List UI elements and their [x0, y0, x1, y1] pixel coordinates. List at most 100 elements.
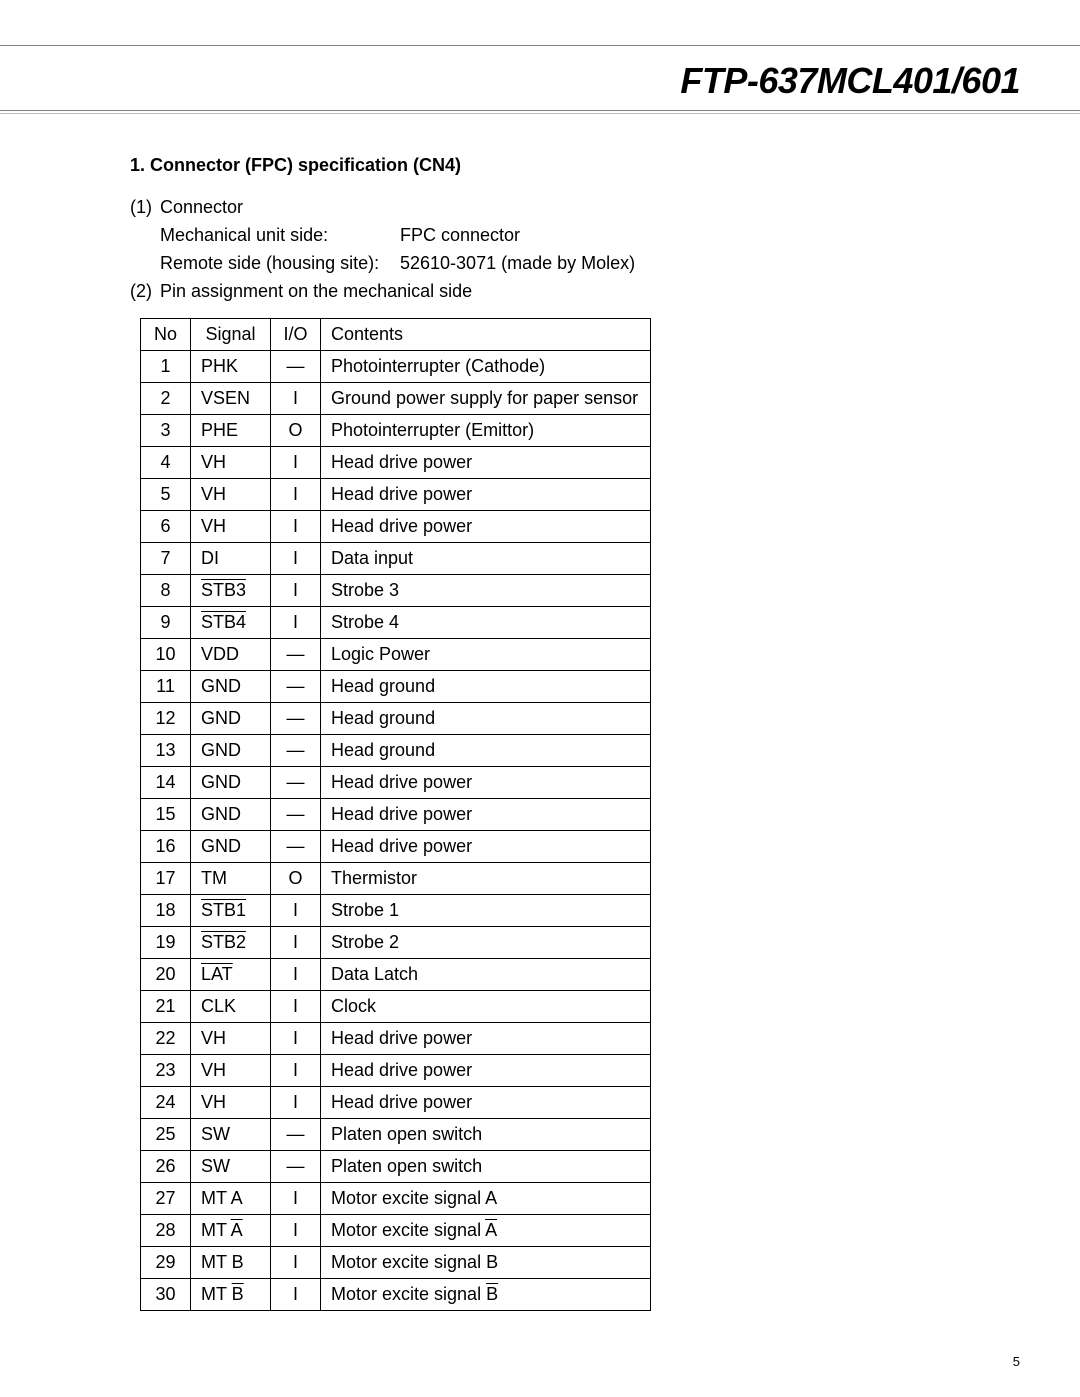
- table-row: 6VHIHead drive power: [141, 510, 651, 542]
- col-header-signal: Signal: [191, 318, 271, 350]
- cell-io: O: [271, 414, 321, 446]
- cell-contents: Head drive power: [321, 798, 651, 830]
- cell-io: —: [271, 350, 321, 382]
- cell-signal: SW: [191, 1118, 271, 1150]
- list-num: (1): [130, 194, 160, 222]
- cell-no: 16: [141, 830, 191, 862]
- cell-signal: MT B: [191, 1278, 271, 1310]
- cell-contents: Clock: [321, 990, 651, 1022]
- table-header-row: No Signal I/O Contents: [141, 318, 651, 350]
- cell-io: —: [271, 1118, 321, 1150]
- cell-io: I: [271, 894, 321, 926]
- page-number: 5: [1013, 1354, 1020, 1369]
- table-row: 8STB3IStrobe 3: [141, 574, 651, 606]
- cell-io: I: [271, 574, 321, 606]
- cell-contents: Photointerrupter (Emittor): [321, 414, 651, 446]
- table-row: 27MT AIMotor excite signal A: [141, 1182, 651, 1214]
- cell-contents: Motor excite signal A: [321, 1214, 651, 1246]
- cell-io: I: [271, 1214, 321, 1246]
- cell-no: 1: [141, 350, 191, 382]
- spec-row: Remote side (housing site): 52610-3071 (…: [130, 250, 1020, 278]
- cell-signal: VH: [191, 1022, 271, 1054]
- cell-contents: Strobe 4: [321, 606, 651, 638]
- pin-assignment-table: No Signal I/O Contents 1PHK—Photointerru…: [140, 318, 651, 1311]
- cell-no: 2: [141, 382, 191, 414]
- cell-signal: VH: [191, 446, 271, 478]
- list-label: Pin assignment on the mechanical side: [160, 278, 472, 306]
- spec-value: 52610-3071 (made by Molex): [400, 250, 635, 278]
- table-row: 7DIIData input: [141, 542, 651, 574]
- cell-signal: TM: [191, 862, 271, 894]
- header-underline-2: [0, 113, 1080, 114]
- cell-contents: Head drive power: [321, 510, 651, 542]
- cell-signal: PHK: [191, 350, 271, 382]
- cell-signal: GND: [191, 734, 271, 766]
- cell-signal: STB3: [191, 574, 271, 606]
- spec-value: FPC connector: [400, 222, 520, 250]
- cell-no: 7: [141, 542, 191, 574]
- cell-contents: Head drive power: [321, 830, 651, 862]
- cell-signal: VH: [191, 1054, 271, 1086]
- cell-io: —: [271, 734, 321, 766]
- cell-no: 25: [141, 1118, 191, 1150]
- table-row: 11GND—Head ground: [141, 670, 651, 702]
- cell-no: 11: [141, 670, 191, 702]
- table-row: 20LATIData Latch: [141, 958, 651, 990]
- cell-io: —: [271, 766, 321, 798]
- cell-contents: Head ground: [321, 734, 651, 766]
- document-title: FTP-637MCL401/601: [680, 60, 1020, 102]
- cell-no: 12: [141, 702, 191, 734]
- cell-signal: MT A: [191, 1182, 271, 1214]
- cell-io: I: [271, 478, 321, 510]
- cell-io: O: [271, 862, 321, 894]
- spec-label: Remote side (housing site):: [160, 250, 400, 278]
- cell-signal: VSEN: [191, 382, 271, 414]
- cell-signal: CLK: [191, 990, 271, 1022]
- cell-no: 18: [141, 894, 191, 926]
- table-row: 3PHEOPhotointerrupter (Emittor): [141, 414, 651, 446]
- cell-signal: VH: [191, 510, 271, 542]
- cell-no: 29: [141, 1246, 191, 1278]
- cell-io: I: [271, 958, 321, 990]
- cell-no: 26: [141, 1150, 191, 1182]
- cell-no: 14: [141, 766, 191, 798]
- cell-io: I: [271, 990, 321, 1022]
- cell-contents: Strobe 3: [321, 574, 651, 606]
- cell-contents: Head ground: [321, 702, 651, 734]
- cell-no: 30: [141, 1278, 191, 1310]
- cell-signal: GND: [191, 702, 271, 734]
- cell-contents: Motor excite signal A: [321, 1182, 651, 1214]
- cell-contents: Head drive power: [321, 766, 651, 798]
- cell-contents: Head drive power: [321, 446, 651, 478]
- table-row: 30MT BIMotor excite signal B: [141, 1278, 651, 1310]
- table-row: 9STB4IStrobe 4: [141, 606, 651, 638]
- cell-no: 17: [141, 862, 191, 894]
- cell-io: I: [271, 1246, 321, 1278]
- cell-contents: Ground power supply for paper sensor: [321, 382, 651, 414]
- cell-contents: Thermistor: [321, 862, 651, 894]
- cell-contents: Motor excite signal B: [321, 1246, 651, 1278]
- cell-signal: MT B: [191, 1246, 271, 1278]
- cell-contents: Strobe 1: [321, 894, 651, 926]
- list-item-1: (1) Connector: [130, 194, 1020, 222]
- table-row: 12GND—Head ground: [141, 702, 651, 734]
- table-row: 23VHIHead drive power: [141, 1054, 651, 1086]
- cell-signal: VH: [191, 1086, 271, 1118]
- cell-no: 15: [141, 798, 191, 830]
- cell-no: 28: [141, 1214, 191, 1246]
- cell-signal: DI: [191, 542, 271, 574]
- cell-contents: Data Latch: [321, 958, 651, 990]
- table-row: 18STB1IStrobe 1: [141, 894, 651, 926]
- col-header-contents: Contents: [321, 318, 651, 350]
- cell-no: 8: [141, 574, 191, 606]
- cell-signal: STB1: [191, 894, 271, 926]
- cell-contents: Logic Power: [321, 638, 651, 670]
- cell-contents: Head drive power: [321, 478, 651, 510]
- table-row: 5VHIHead drive power: [141, 478, 651, 510]
- list-item-2: (2) Pin assignment on the mechanical sid…: [130, 278, 1020, 306]
- cell-contents: Photointerrupter (Cathode): [321, 350, 651, 382]
- cell-contents: Platen open switch: [321, 1150, 651, 1182]
- cell-io: —: [271, 1150, 321, 1182]
- cell-signal: GND: [191, 766, 271, 798]
- cell-signal: GND: [191, 830, 271, 862]
